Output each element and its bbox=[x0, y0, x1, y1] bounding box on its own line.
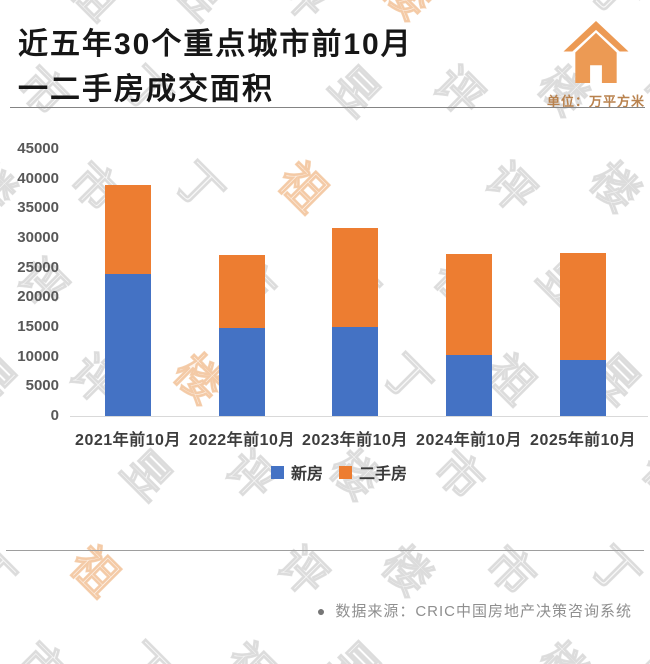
y-axis-label: 40000 bbox=[17, 169, 59, 187]
bar-segment-二手房-2025年前10月 bbox=[560, 253, 606, 361]
legend-item-二手房: 二手房 bbox=[339, 460, 407, 484]
bar-segment-二手房-2023年前10月 bbox=[332, 227, 378, 327]
x-axis-line bbox=[70, 416, 648, 417]
bar-segment-新房-2022年前10月 bbox=[219, 328, 265, 416]
y-axis-label: 15000 bbox=[17, 318, 59, 335]
legend-item-新房: 新房 bbox=[270, 460, 323, 484]
header-divider bbox=[10, 107, 645, 108]
bar-segment-二手房-2022年前10月 bbox=[219, 255, 265, 329]
y-axis-label: 25000 bbox=[17, 258, 59, 276]
legend-swatch-icon bbox=[339, 465, 352, 479]
bar-segment-新房-2023年前10月 bbox=[332, 327, 378, 416]
y-axis-label: 30000 bbox=[17, 229, 59, 246]
data-source: ● 数据来源：CRIC中国房地产决策咨询系统 bbox=[317, 600, 632, 621]
data-source-text: 数据来源：CRIC中国房地产决策咨询系统 bbox=[335, 603, 632, 620]
y-axis-label: 0 bbox=[50, 407, 59, 424]
x-axis-label: 2022年前10月 bbox=[189, 432, 295, 449]
x-axis-label: 2023年前10月 bbox=[302, 432, 408, 449]
x-axis-label: 2021年前10月 bbox=[75, 432, 181, 449]
bar-segment-新房-2024年前10月 bbox=[446, 355, 492, 416]
house-icon bbox=[563, 21, 629, 84]
y-axis-label: 45000 bbox=[17, 140, 59, 157]
y-axis-label: 20000 bbox=[17, 288, 59, 306]
y-axis-label: 10000 bbox=[17, 347, 59, 365]
x-axis-label: 2025年前10月 bbox=[530, 432, 636, 449]
bar-segment-二手房-2021年前10月 bbox=[105, 184, 151, 274]
y-axis-label: 35000 bbox=[17, 199, 59, 217]
footer-divider bbox=[6, 550, 644, 551]
legend-label: 二手房 bbox=[359, 466, 408, 483]
page-title: 近五年30个重点城市前10月 一二手房成交面积 bbox=[18, 22, 413, 112]
page-title-line2: 一二手房成交面积 bbox=[18, 73, 274, 106]
legend-swatch-icon bbox=[270, 465, 284, 479]
legend-label: 新房 bbox=[290, 466, 323, 483]
bar-segment-二手房-2024年前10月 bbox=[446, 254, 492, 356]
bullet-icon: ● bbox=[316, 602, 327, 619]
bar-segment-新房-2025年前10月 bbox=[560, 360, 606, 416]
chart-legend: 新房 二手房 bbox=[14, 460, 650, 484]
bar-segment-新房-2021年前10月 bbox=[105, 273, 151, 416]
unit-label: 单位：万平方米 bbox=[546, 94, 645, 109]
brand-block: 单位：万平方米 bbox=[546, 21, 646, 110]
x-axis-label: 2024年前10月 bbox=[416, 432, 522, 449]
y-axis-label: 5000 bbox=[25, 377, 59, 395]
page-title-line1: 近五年30个重点城市前10月 bbox=[18, 28, 413, 61]
